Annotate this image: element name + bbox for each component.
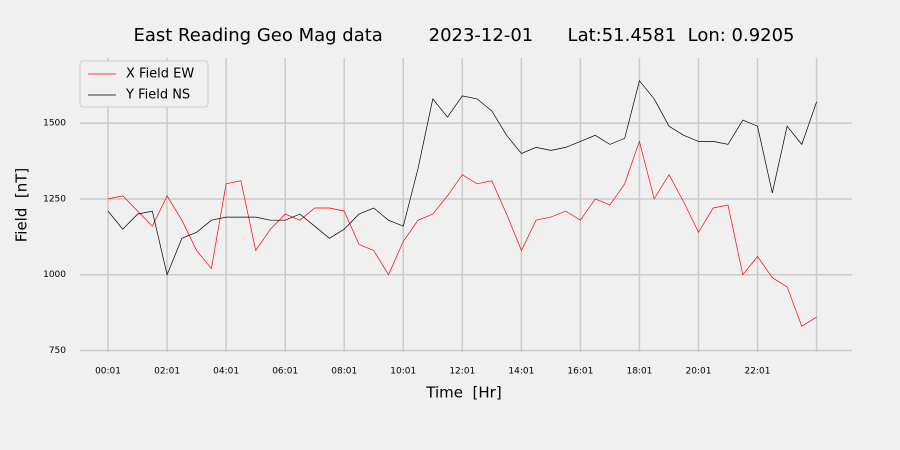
y-tick-label: 1250 — [43, 194, 66, 204]
x-tick-label: 18:01 — [626, 367, 652, 377]
y-tick-label: 750 — [49, 346, 66, 356]
legend-label: Y Field NS — [125, 88, 190, 103]
x-tick-label: 16:01 — [567, 367, 593, 377]
line-series — [107, 140, 817, 327]
y-axis-label: Field [nT] — [13, 168, 31, 243]
x-tick-label: 02:01 — [154, 367, 180, 377]
x-tick-label: 00:01 — [95, 367, 121, 377]
x-tick-label: 22:01 — [745, 367, 771, 377]
x-tick-label: 06:01 — [272, 367, 298, 377]
y-tick-label: 1000 — [43, 270, 66, 280]
x-tick-label: 12:01 — [449, 367, 475, 377]
x-tick-label: 08:01 — [331, 367, 357, 377]
x-axis-label: Time [Hr] — [425, 384, 501, 402]
x-tick-label: 04:01 — [213, 367, 239, 377]
x-tick-label: 20:01 — [686, 367, 712, 377]
legend-label: X Field EW — [126, 67, 194, 82]
x-tick-label: 14:01 — [508, 367, 534, 377]
y-tick-label: 1500 — [43, 119, 66, 129]
legend-box — [79, 60, 209, 108]
chart-title: East Reading Geo Mag data 2023-12-01 Lat… — [133, 25, 794, 46]
line-series — [107, 79, 817, 276]
x-tick-label: 10:01 — [390, 367, 416, 377]
